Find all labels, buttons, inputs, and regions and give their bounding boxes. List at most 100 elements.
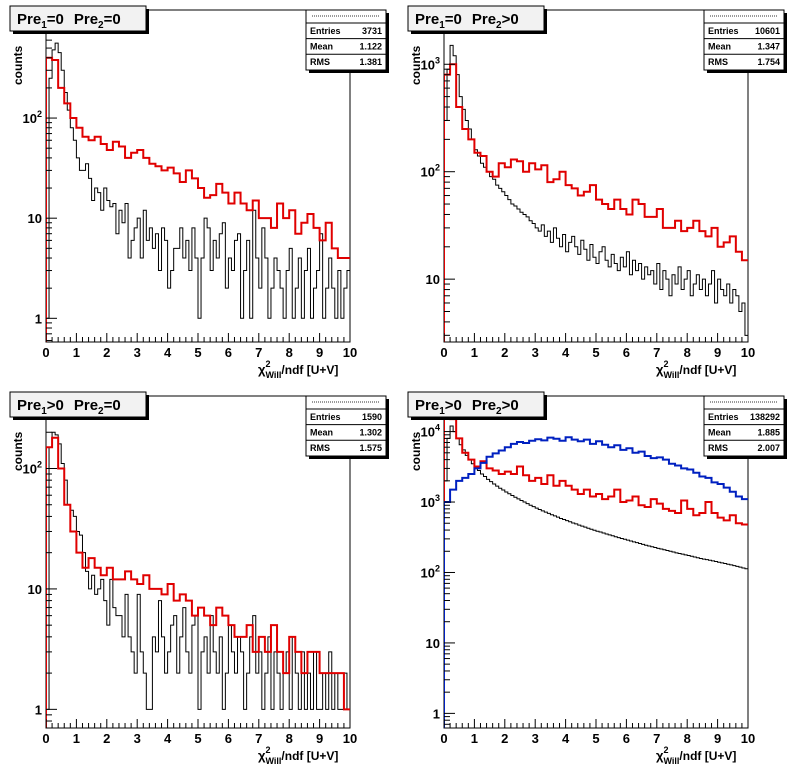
stats-label: RMS	[708, 57, 728, 67]
x-tick-label: 8	[684, 345, 691, 360]
title-box: Pre1=0 Pre2>0	[407, 5, 547, 34]
stats-label: RMS	[310, 443, 330, 453]
y-axis-label: counts	[409, 45, 423, 85]
x-tick-label: 1	[471, 345, 478, 360]
x-tick-label: 8	[286, 731, 293, 746]
x-tick-label: 3	[532, 345, 539, 360]
stats-box: Entries 1590 Mean 1.302 RMS 1.575	[305, 395, 389, 459]
x-tick-label: 1	[73, 731, 80, 746]
y-tick-label: 102	[421, 163, 440, 180]
stats-value: 1590	[362, 412, 382, 422]
x-axis-label: χ2 Will/ndf [U+V]	[258, 745, 338, 766]
x-tick-label: 8	[286, 345, 293, 360]
x-tick-label: 2	[103, 731, 110, 746]
x-axis-label: χ2 Will/ndf [U+V]	[258, 359, 338, 380]
histogram-panel-4: 0 1 2 3 4 5 6 7 8 9 10 1 10 102 103 104 counts χ2 Will/ndf…	[398, 386, 796, 772]
histogram-series-2	[444, 409, 748, 728]
histogram-series-1	[46, 431, 350, 728]
stats-value: 1.885	[757, 428, 780, 438]
stats-label: Entries	[310, 412, 341, 422]
stats-value: 3731	[362, 26, 382, 36]
stats-value: 1.347	[757, 42, 780, 52]
x-tick-label: 9	[714, 345, 721, 360]
x-tick-label: 6	[225, 731, 232, 746]
histogram-series-1	[444, 425, 748, 728]
x-tick-label: 6	[225, 345, 232, 360]
x-tick-label: 5	[194, 345, 201, 360]
x-tick-label: 10	[741, 345, 755, 360]
stats-value: 1.122	[359, 42, 382, 52]
histogram-series-3	[444, 436, 748, 728]
stats-value: 2.007	[757, 443, 780, 453]
y-axis-label: counts	[11, 45, 25, 85]
stats-label: RMS	[310, 57, 330, 67]
series-group	[46, 431, 350, 728]
stats-value: 10601	[755, 26, 780, 36]
title-box: Pre1>0 Pre2>0	[407, 391, 547, 420]
x-tick-label: 4	[562, 731, 570, 746]
histogram-series-2	[46, 436, 350, 728]
y-axis-label: counts	[409, 431, 423, 471]
stats-label: RMS	[708, 443, 728, 453]
x-tick-label: 6	[623, 345, 630, 360]
x-tick-label: 9	[316, 731, 323, 746]
histogram-panel-2: 0 1 2 3 4 5 6 7 8 9 10 10 102 103 counts χ2 Will/ndf [U+…	[398, 0, 796, 386]
stats-value: 1.302	[359, 428, 382, 438]
stats-label: Entries	[708, 26, 739, 36]
y-tick-label: 10	[28, 582, 42, 597]
stats-label: Mean	[708, 428, 731, 438]
y-tick-label: 102	[23, 109, 42, 126]
y-tick-label: 102	[23, 460, 42, 477]
x-tick-label: 3	[134, 731, 141, 746]
title-box: Pre1=0 Pre2=0	[9, 5, 149, 34]
x-tick-label: 0	[42, 345, 49, 360]
x-tick-label: 10	[741, 731, 755, 746]
x-tick-label: 9	[316, 345, 323, 360]
stats-value: 1.575	[359, 443, 382, 453]
y-tick-label: 104	[421, 423, 440, 440]
x-tick-label: 0	[42, 731, 49, 746]
stats-box: Entries 10601 Mean 1.347 RMS 1.754	[703, 9, 787, 73]
x-tick-label: 10	[343, 731, 357, 746]
title-box: Pre1>0 Pre2=0	[9, 391, 149, 420]
stats-label: Mean	[708, 42, 731, 52]
x-tick-label: 2	[501, 345, 508, 360]
x-axis-label: χ2 Will/ndf [U+V]	[656, 745, 736, 766]
stats-value: 138292	[750, 412, 780, 422]
chart-title: Pre1>0 Pre2>0	[415, 397, 519, 417]
x-tick-label: 5	[592, 731, 599, 746]
stats-box: Entries 138292 Mean 1.885 RMS 2.007	[703, 395, 787, 459]
x-tick-label: 1	[73, 345, 80, 360]
y-tick-label: 103	[421, 55, 440, 72]
x-tick-label: 9	[714, 731, 721, 746]
x-tick-label: 5	[194, 731, 201, 746]
stats-value: 1.381	[359, 57, 382, 67]
stats-label: Mean	[310, 42, 333, 52]
x-tick-label: 1	[471, 731, 478, 746]
y-tick-label: 102	[421, 563, 440, 580]
stats-label: Entries	[310, 26, 341, 36]
y-tick-label: 10	[426, 636, 440, 651]
y-axis-label: counts	[11, 431, 25, 471]
x-tick-label: 4	[562, 345, 570, 360]
y-tick-label: 10	[426, 272, 440, 287]
y-tick-label: 1	[35, 311, 42, 326]
x-axis-label: χ2 Will/ndf [U+V]	[656, 359, 736, 380]
histogram-series-1	[46, 42, 350, 342]
y-tick-label: 103	[421, 493, 440, 510]
stats-box: Entries 3731 Mean 1.122 RMS 1.381	[305, 9, 389, 73]
histogram-series-2	[444, 63, 748, 342]
stats-value: 1.754	[757, 57, 780, 67]
x-tick-label: 0	[440, 345, 447, 360]
histogram-series-2	[46, 56, 350, 342]
x-tick-label: 7	[255, 731, 262, 746]
chart-svg: 012345678910110102103countsχ2Will/ndf [U…	[9, 5, 389, 380]
chart-title: Pre1>0 Pre2=0	[17, 397, 121, 417]
y-tick-label: 10	[28, 211, 42, 226]
x-tick-label: 8	[684, 731, 691, 746]
y-tick-label: 1	[35, 702, 42, 717]
plot-frame	[443, 395, 749, 729]
